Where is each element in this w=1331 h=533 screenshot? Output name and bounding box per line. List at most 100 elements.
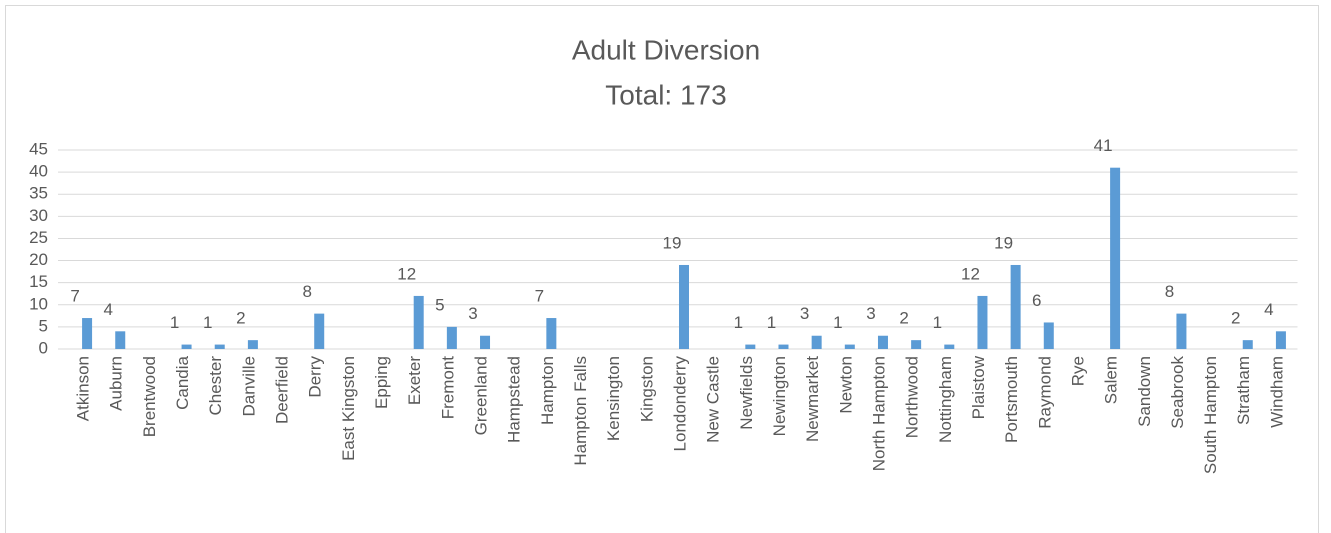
chart-border [5, 5, 1319, 533]
bar [745, 344, 756, 349]
bar [877, 335, 888, 349]
x-tick-label: Windham [1267, 356, 1286, 428]
y-tick-label: 30 [29, 206, 48, 225]
y-tick-label: 35 [29, 184, 48, 203]
x-tick-label: East Kingston [339, 356, 358, 461]
data-label: 12 [961, 264, 980, 283]
x-tick-label: Epping [372, 356, 391, 409]
data-label: 8 [1165, 282, 1174, 301]
data-label: 3 [866, 304, 875, 323]
bar [82, 318, 93, 349]
x-tick-label: Brentwood [140, 356, 159, 437]
bar [679, 264, 689, 349]
y-tick-label: 25 [29, 228, 48, 247]
data-label: 5 [435, 295, 444, 314]
x-tick-label: Seabrook [1168, 356, 1187, 429]
data-label: 4 [1264, 300, 1273, 319]
y-tick-label: 20 [29, 250, 48, 269]
bar [1010, 264, 1021, 349]
bar [546, 318, 557, 349]
bar [778, 344, 789, 349]
x-tick-label: Portsmouth [1002, 356, 1021, 443]
x-tick-label: New Castle [704, 356, 723, 443]
x-tick-label: Newton [836, 356, 855, 414]
chart-subtitle: Total: 173 [605, 79, 726, 110]
x-tick-label: North Hampton [869, 356, 888, 471]
data-label: 2 [1231, 309, 1240, 328]
data-label: 4 [104, 300, 113, 319]
x-tick-label: South Hampton [1201, 356, 1220, 474]
x-tick-label: Hampton [538, 356, 557, 425]
bar [1043, 322, 1054, 349]
bar [247, 340, 258, 349]
data-label: 1 [203, 313, 212, 332]
x-tick-label: Raymond [1035, 356, 1054, 429]
data-label: 3 [468, 304, 477, 323]
bar [1110, 167, 1121, 349]
data-label: 7 [70, 287, 79, 306]
bar [911, 340, 922, 349]
bar [413, 295, 424, 349]
data-label: 1 [170, 313, 179, 332]
x-tick-label: Hampton Falls [571, 356, 590, 466]
x-tick-label: Salem [1102, 356, 1121, 404]
data-label: 1 [933, 313, 942, 332]
x-tick-label: Northwood [903, 356, 922, 438]
x-tick-label: Plaistow [969, 355, 988, 419]
x-tick-label: Candia [173, 355, 192, 409]
data-label: 7 [535, 287, 544, 306]
x-tick-label: Atkinson [74, 356, 93, 421]
data-label: 6 [1032, 291, 1041, 310]
bar [181, 344, 192, 349]
x-tick-label: Exeter [405, 356, 424, 405]
bar [1242, 340, 1253, 349]
x-tick-label: Auburn [107, 356, 126, 411]
bar [214, 344, 225, 349]
bar [1176, 313, 1187, 349]
y-tick-label: 10 [29, 294, 48, 313]
x-tick-label: Newington [770, 356, 789, 436]
data-label: 12 [397, 264, 416, 283]
x-tick-label: Danville [239, 356, 258, 416]
x-tick-label: Kensington [604, 356, 623, 441]
x-tick-label: Derry [306, 356, 325, 398]
data-label: 2 [236, 309, 245, 328]
bar [944, 344, 955, 349]
data-label: 1 [734, 313, 743, 332]
x-tick-label: Deerfield [273, 356, 292, 424]
x-tick-label: Fremont [438, 356, 457, 420]
chart-title: Adult Diversion [572, 34, 760, 65]
data-label: 1 [833, 313, 842, 332]
x-tick-label: Newfields [737, 356, 756, 430]
data-label: 19 [663, 233, 682, 252]
y-tick-label: 45 [29, 139, 48, 158]
x-tick-label: Nottingham [936, 356, 955, 443]
bar [480, 335, 491, 349]
x-tick-label: Greenland [472, 356, 491, 435]
y-tick-label: 0 [39, 338, 48, 357]
x-tick-label: Newmarket [803, 356, 822, 442]
bar [811, 335, 822, 349]
y-tick-label: 5 [39, 316, 48, 335]
data-label: 1 [767, 313, 776, 332]
bar [844, 344, 855, 349]
bar [314, 313, 325, 349]
data-label: 41 [1094, 136, 1113, 155]
x-tick-label: Stratham [1234, 356, 1253, 425]
data-label: 3 [800, 304, 809, 323]
x-tick-label: Kingston [637, 356, 656, 422]
bar [977, 295, 988, 349]
y-tick-label: 40 [29, 162, 48, 181]
x-tick-label: Rye [1068, 356, 1087, 386]
data-label: 8 [302, 282, 311, 301]
y-tick-label: 15 [29, 272, 48, 291]
x-tick-label: Hampstead [505, 356, 524, 443]
x-tick-label: Chester [206, 356, 225, 416]
x-tick-label: Londonderry [670, 356, 689, 452]
bar [446, 326, 457, 349]
data-label: 19 [994, 233, 1013, 252]
bar [1275, 331, 1286, 349]
x-tick-label: Sandown [1135, 356, 1154, 427]
bar [115, 331, 126, 349]
